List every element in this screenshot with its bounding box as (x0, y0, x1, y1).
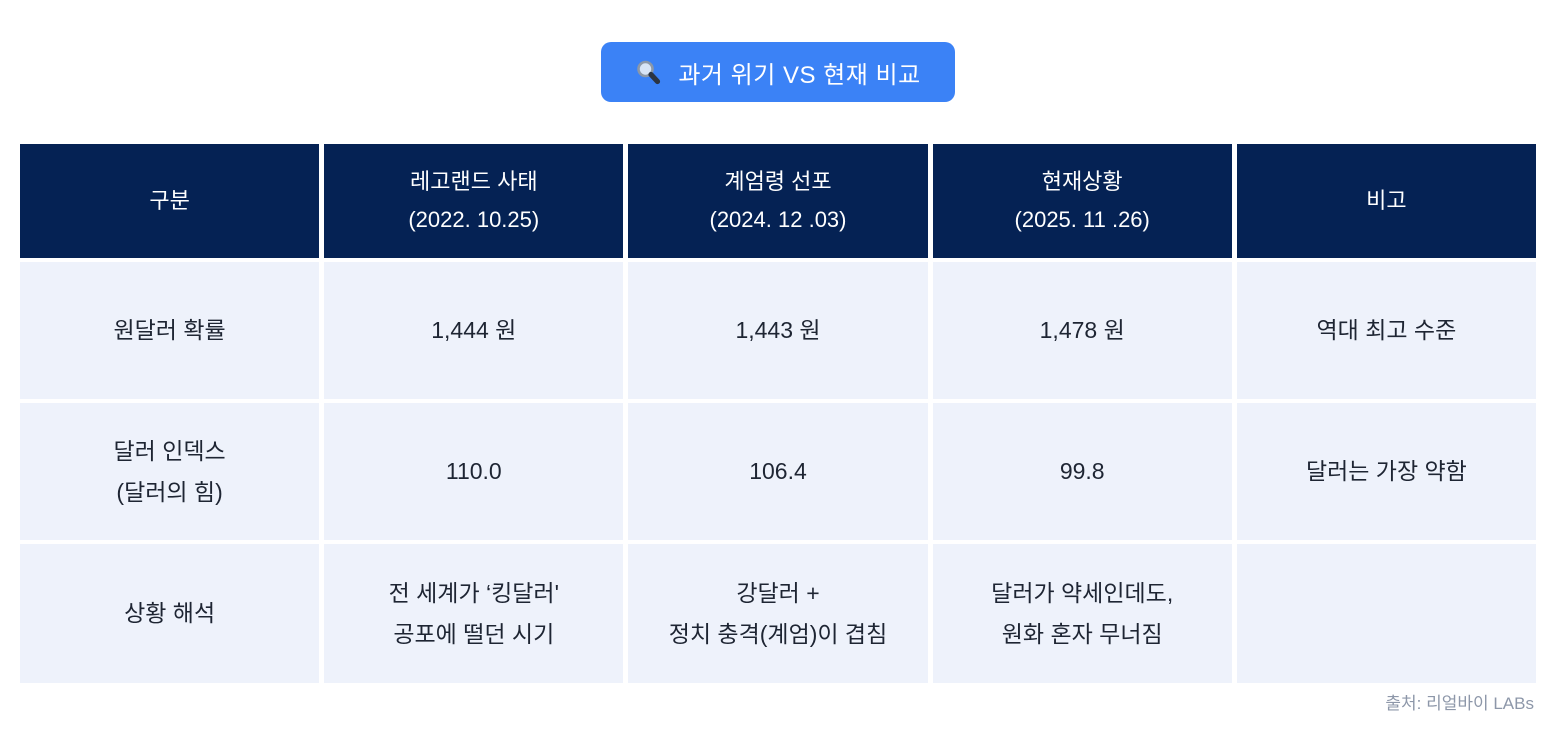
title-badge: 과거 위기 VS 현재 비교 (601, 42, 955, 102)
row-interpretation-martial-law: 강달러 + 정치 충격(계엄)이 겹침 (628, 544, 928, 683)
row-usdkrw-martial-law: 1,443 원 (628, 262, 928, 399)
row-interpretation-current: 달러가 약세인데도, 원화 혼자 무너짐 (932, 544, 1232, 683)
row-dollar-index-label: 달러 인덱스 (달러의 힘) (20, 403, 320, 540)
row-usdkrw-current: 1,478 원 (932, 262, 1232, 399)
row-usdkrw-legoland: 1,444 원 (324, 262, 624, 399)
column-header-current: 현재상황 (2025. 11 .26) (932, 144, 1232, 258)
row-interpretation-legoland: 전 세계가 ‘킹달러' 공포에 떨던 시기 (324, 544, 624, 683)
row-dollar-index-note: 달러는 가장 약함 (1236, 403, 1536, 540)
comparison-table: 구분 레고랜드 사태 (2022. 10.25) 계엄령 선포 (2024. 1… (20, 144, 1536, 683)
row-interpretation-note (1236, 544, 1536, 683)
page-title: 과거 위기 VS 현재 비교 (678, 61, 921, 89)
row-interpretation-label: 상황 해석 (20, 544, 320, 683)
row-usdkrw-note: 역대 최고 수준 (1236, 262, 1536, 399)
column-header-note: 비고 (1236, 144, 1536, 258)
magnifier-icon (635, 59, 662, 86)
row-dollar-index-martial-law: 106.4 (628, 403, 928, 540)
title-bar: 과거 위기 VS 현재 비교 (0, 0, 1556, 102)
source-credit: 출처: 리얼바이 LABs (1385, 694, 1534, 713)
row-dollar-index-current: 99.8 (932, 403, 1232, 540)
row-dollar-index-legoland: 110.0 (324, 403, 624, 540)
column-header-category: 구분 (20, 144, 320, 258)
column-header-legoland: 레고랜드 사태 (2022. 10.25) (324, 144, 624, 258)
row-usdkrw-label: 원달러 확률 (20, 262, 320, 399)
column-header-martial-law: 계엄령 선포 (2024. 12 .03) (628, 144, 928, 258)
